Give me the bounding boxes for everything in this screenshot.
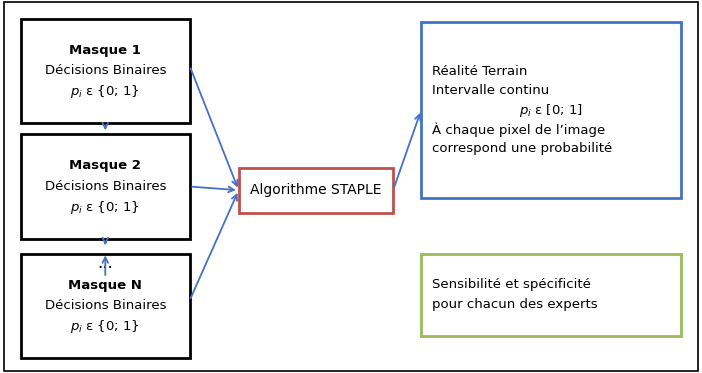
Text: Masque N: Masque N: [68, 279, 143, 292]
Text: $p_i$ ε [0; 1]: $p_i$ ε [0; 1]: [519, 101, 583, 119]
Text: $p_i$ ε {0; 1}: $p_i$ ε {0; 1}: [70, 83, 140, 100]
Text: pour chacun des experts: pour chacun des experts: [432, 298, 597, 311]
Text: Décisions Binaires: Décisions Binaires: [44, 180, 166, 193]
Text: À chaque pixel de l’image: À chaque pixel de l’image: [432, 122, 605, 137]
Bar: [21, 134, 190, 239]
Text: Sensibilité et spécificité: Sensibilité et spécificité: [432, 279, 590, 291]
Bar: [421, 254, 681, 336]
Bar: [21, 254, 190, 358]
Text: $p_i$ ε {0; 1}: $p_i$ ε {0; 1}: [70, 198, 140, 216]
Bar: [21, 19, 190, 123]
Text: Intervalle continu: Intervalle continu: [432, 84, 549, 97]
Text: Algorithme STAPLE: Algorithme STAPLE: [250, 183, 382, 197]
Text: Réalité Terrain: Réalité Terrain: [432, 65, 527, 78]
Text: ...: ...: [98, 254, 113, 272]
Text: Masque 2: Masque 2: [69, 160, 141, 172]
Bar: [421, 22, 681, 198]
Text: correspond une probabilité: correspond une probabilité: [432, 142, 612, 155]
Text: Décisions Binaires: Décisions Binaires: [44, 65, 166, 77]
Text: Décisions Binaires: Décisions Binaires: [44, 300, 166, 312]
Text: Masque 1: Masque 1: [69, 44, 141, 57]
Bar: [239, 168, 393, 213]
Text: $p_i$ ε {0; 1}: $p_i$ ε {0; 1}: [70, 318, 140, 335]
